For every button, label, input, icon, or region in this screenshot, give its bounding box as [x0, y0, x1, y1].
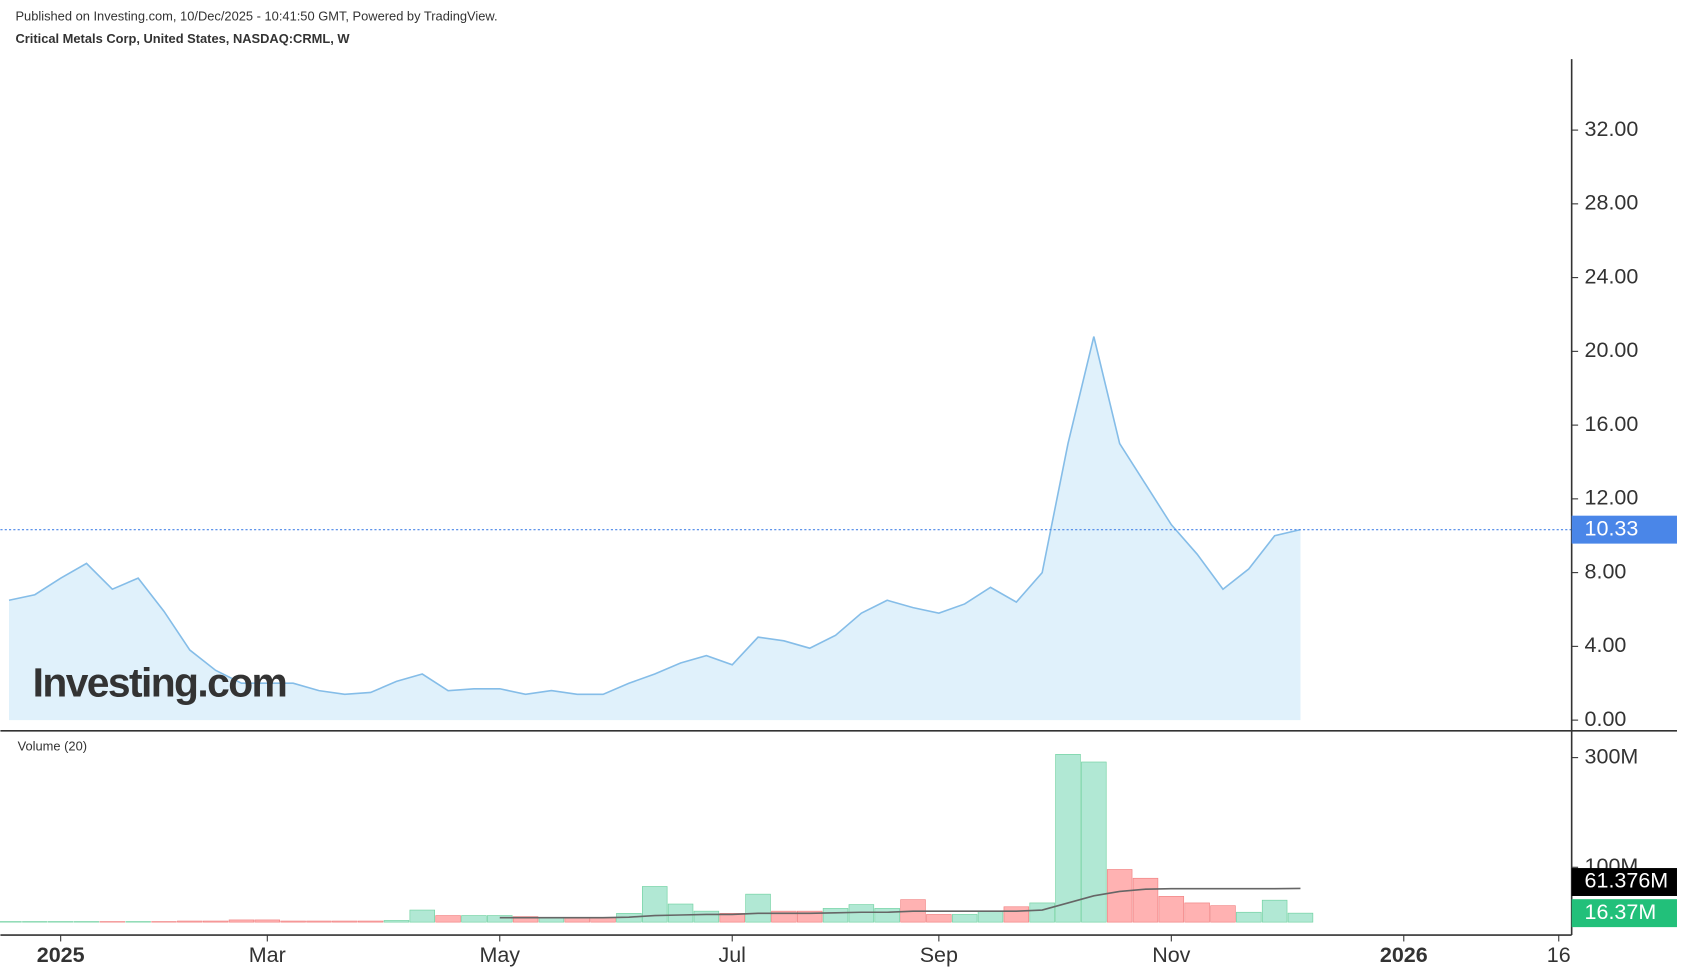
instrument-title: Critical Metals Corp, United States, NAS…	[15, 31, 350, 46]
volume-title: Volume (20)	[18, 738, 87, 753]
volume-bar	[719, 913, 745, 923]
volume-bar	[306, 920, 332, 923]
volume-bar	[771, 910, 797, 923]
last-value-box	[1571, 868, 1677, 896]
x-tick-label: Mar	[249, 943, 286, 967]
volume-bar	[228, 919, 255, 923]
x-tick-label: Jul	[718, 943, 745, 967]
last-value-label: 16.37M	[1585, 900, 1657, 924]
volume-bar	[796, 910, 823, 923]
price-line	[8, 336, 1301, 696]
y-tick-label: 300M	[1585, 744, 1639, 768]
price-area	[9, 336, 1301, 721]
volume-bar	[0, 921, 22, 923]
labels: 10.33 16.37M 61.376M	[1571, 515, 1677, 928]
x-tick-label: 16	[1547, 943, 1571, 967]
volume-bar	[1132, 877, 1159, 923]
published-note: Published on Investing.com, 10/Dec/2025 …	[15, 9, 497, 24]
volume-bar	[512, 916, 539, 923]
x-tick-label: Nov	[1152, 943, 1190, 967]
volume-bar	[151, 921, 177, 923]
y-tick-label: 4.00	[1585, 633, 1627, 657]
volume-bar	[667, 903, 694, 923]
price-panel: 0.00 4.00 8.00 12.00 16.00 20.00 24.00 28.00 32.…	[0, 117, 1638, 731]
volume-bar	[125, 921, 151, 923]
volume-bar	[202, 920, 229, 923]
volume-bar	[1158, 896, 1185, 923]
x-tick-label: May	[479, 943, 520, 967]
last-value-label: 61.376M	[1585, 869, 1669, 893]
volume-bar	[435, 915, 461, 923]
x-tick-label: Sep	[920, 943, 958, 967]
x-tick-label: 2026	[1380, 943, 1428, 967]
watermark: Investing.com	[33, 659, 287, 705]
volume-bar	[22, 921, 48, 923]
volume-bar	[822, 908, 849, 923]
volume-bar	[1236, 911, 1262, 923]
volume-bar	[745, 893, 771, 923]
volume-bar	[1210, 905, 1236, 923]
volume-bar	[383, 920, 410, 923]
volume-bar	[848, 904, 875, 923]
volume-bar	[357, 920, 384, 923]
volume-bar	[951, 914, 978, 923]
volume-bar	[487, 915, 513, 923]
volume-bar	[409, 909, 435, 923]
volume-bar	[280, 920, 306, 923]
y-tick-label: 20.00	[1585, 338, 1639, 362]
volume-bar	[73, 921, 100, 923]
volume-bar	[177, 920, 203, 923]
volume-bar	[254, 919, 281, 923]
volume-bar	[977, 910, 1004, 923]
volume-bar	[1184, 902, 1210, 923]
volume-bar	[1261, 899, 1288, 923]
volume-ma-line	[499, 887, 1301, 919]
y-tick-label: 24.00	[1585, 264, 1639, 288]
volume-bar	[693, 910, 720, 923]
volume-bar	[47, 921, 74, 923]
volume-bar	[461, 915, 487, 923]
y-tick-label: 0.00	[1585, 707, 1627, 731]
volume-bar	[1055, 754, 1081, 923]
volume-bar	[1287, 912, 1314, 923]
volume-bar	[99, 921, 126, 923]
volume-bar	[926, 914, 952, 923]
y-tick-label: 32.00	[1585, 117, 1639, 141]
y-tick-label: 16.00	[1585, 412, 1639, 436]
last-value-box	[1571, 899, 1677, 928]
volume-bar	[1106, 869, 1133, 923]
volume-bar	[332, 920, 358, 923]
y-tick-label: 8.00	[1585, 559, 1627, 583]
volume-bar	[874, 908, 900, 923]
last-value-label: 10.33	[1585, 516, 1639, 540]
last-value-box	[1571, 515, 1677, 544]
volume-bar	[1029, 902, 1055, 923]
x-tick-label: 2025	[37, 943, 85, 967]
volume-bar	[1003, 906, 1030, 923]
y-tick-label: 12.00	[1585, 486, 1639, 510]
y-tick-label: 28.00	[1585, 191, 1639, 215]
